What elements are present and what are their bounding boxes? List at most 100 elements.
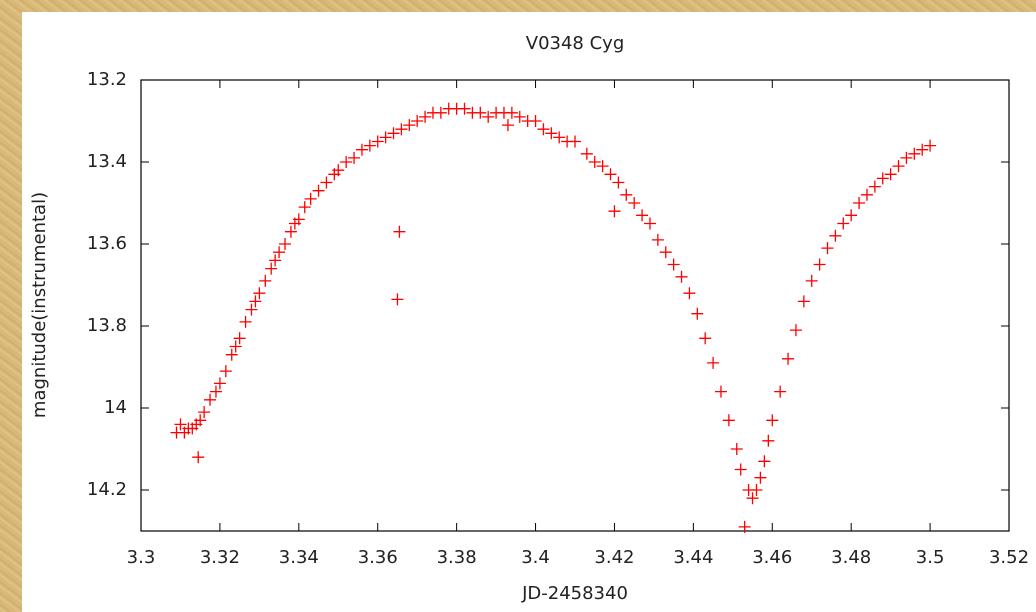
y-tick-label: 14.2 — [87, 479, 127, 500]
data-point — [774, 385, 787, 398]
data-point — [304, 192, 317, 205]
data-point — [265, 262, 278, 275]
data-point — [738, 520, 751, 533]
data-point — [797, 295, 810, 308]
data-point — [269, 254, 282, 267]
x-axis-label: JD-2458340 — [521, 583, 628, 604]
y-tick-label: 13.4 — [87, 151, 127, 172]
data-point — [249, 295, 262, 308]
data-point — [758, 455, 771, 468]
data-point — [675, 270, 688, 283]
plot-panel — [22, 12, 1036, 612]
data-point — [805, 274, 818, 287]
data-point — [707, 356, 720, 369]
data-point — [363, 139, 376, 152]
data-point — [259, 274, 272, 287]
data-point — [659, 246, 672, 259]
data-point — [924, 139, 937, 152]
data-point — [174, 418, 187, 431]
data-point — [750, 484, 763, 496]
x-tick-label: 3.36 — [358, 547, 398, 568]
data-point — [628, 197, 641, 209]
data-point — [569, 135, 581, 148]
data-point — [608, 205, 621, 218]
data-point — [391, 293, 404, 306]
data-point — [580, 147, 593, 160]
data-point — [762, 434, 775, 447]
data-point — [192, 451, 205, 464]
data-point — [900, 151, 913, 164]
chart-title: V0348 Cyg — [526, 33, 625, 54]
x-tick-label: 3.38 — [437, 547, 477, 568]
x-tick-label: 3.3 — [127, 547, 156, 568]
data-point — [683, 287, 696, 300]
data-point — [513, 110, 526, 123]
data-point — [553, 131, 566, 144]
data-point — [620, 188, 633, 201]
x-tick-label: 3.5 — [916, 547, 945, 568]
data-point — [284, 225, 297, 238]
x-tick-label: 3.4 — [521, 547, 550, 568]
y-tick-label: 13.8 — [87, 315, 127, 336]
x-tick-label: 3.44 — [673, 547, 713, 568]
data-point — [403, 119, 416, 132]
data-point — [651, 233, 664, 246]
data-point — [545, 127, 558, 140]
data-point — [253, 287, 266, 300]
data-point — [837, 217, 850, 230]
data-point — [782, 352, 795, 365]
data-point — [395, 123, 408, 136]
data-point — [821, 242, 834, 255]
data-point — [474, 106, 487, 119]
data-point — [754, 471, 767, 484]
data-point — [355, 143, 368, 156]
data-point — [233, 332, 246, 345]
data-point — [298, 201, 311, 214]
data-point — [340, 156, 353, 168]
data-point — [225, 348, 238, 361]
data-point — [204, 393, 217, 406]
data-point — [829, 229, 842, 242]
data-point — [722, 414, 735, 427]
y-tick-label: 13.6 — [87, 233, 127, 254]
data-point — [219, 365, 232, 378]
y-tick-label: 14 — [104, 397, 127, 418]
data-point — [604, 168, 617, 181]
plot-frame — [140, 79, 1010, 532]
data-point — [636, 209, 649, 222]
data-point — [612, 176, 625, 189]
data-point — [916, 143, 929, 156]
data-point — [699, 332, 712, 345]
x-tick-label: 3.48 — [831, 547, 871, 568]
data-point — [714, 385, 727, 398]
data-point — [458, 102, 471, 115]
data-point — [320, 176, 333, 189]
data-point — [501, 119, 514, 132]
data-point — [596, 160, 609, 173]
data-point — [853, 197, 866, 209]
data-point — [537, 123, 550, 136]
data-point — [348, 151, 361, 164]
data-point — [734, 463, 747, 476]
data-point — [209, 385, 222, 398]
data-point — [789, 324, 802, 337]
data-point — [245, 303, 258, 316]
data-point — [239, 315, 252, 328]
data-point — [387, 127, 400, 140]
data-point — [876, 172, 889, 185]
data-point — [667, 258, 680, 271]
data-point — [312, 184, 325, 197]
data-point — [393, 225, 406, 238]
x-tick-label: 3.42 — [594, 547, 634, 568]
data-point — [229, 340, 242, 353]
data-point — [279, 238, 292, 250]
x-tick-label: 3.34 — [279, 547, 319, 568]
data-point — [868, 180, 881, 193]
data-point — [813, 258, 826, 271]
data-point — [730, 443, 743, 455]
data-point — [884, 168, 897, 181]
data-point — [379, 131, 392, 144]
data-point — [273, 246, 286, 259]
